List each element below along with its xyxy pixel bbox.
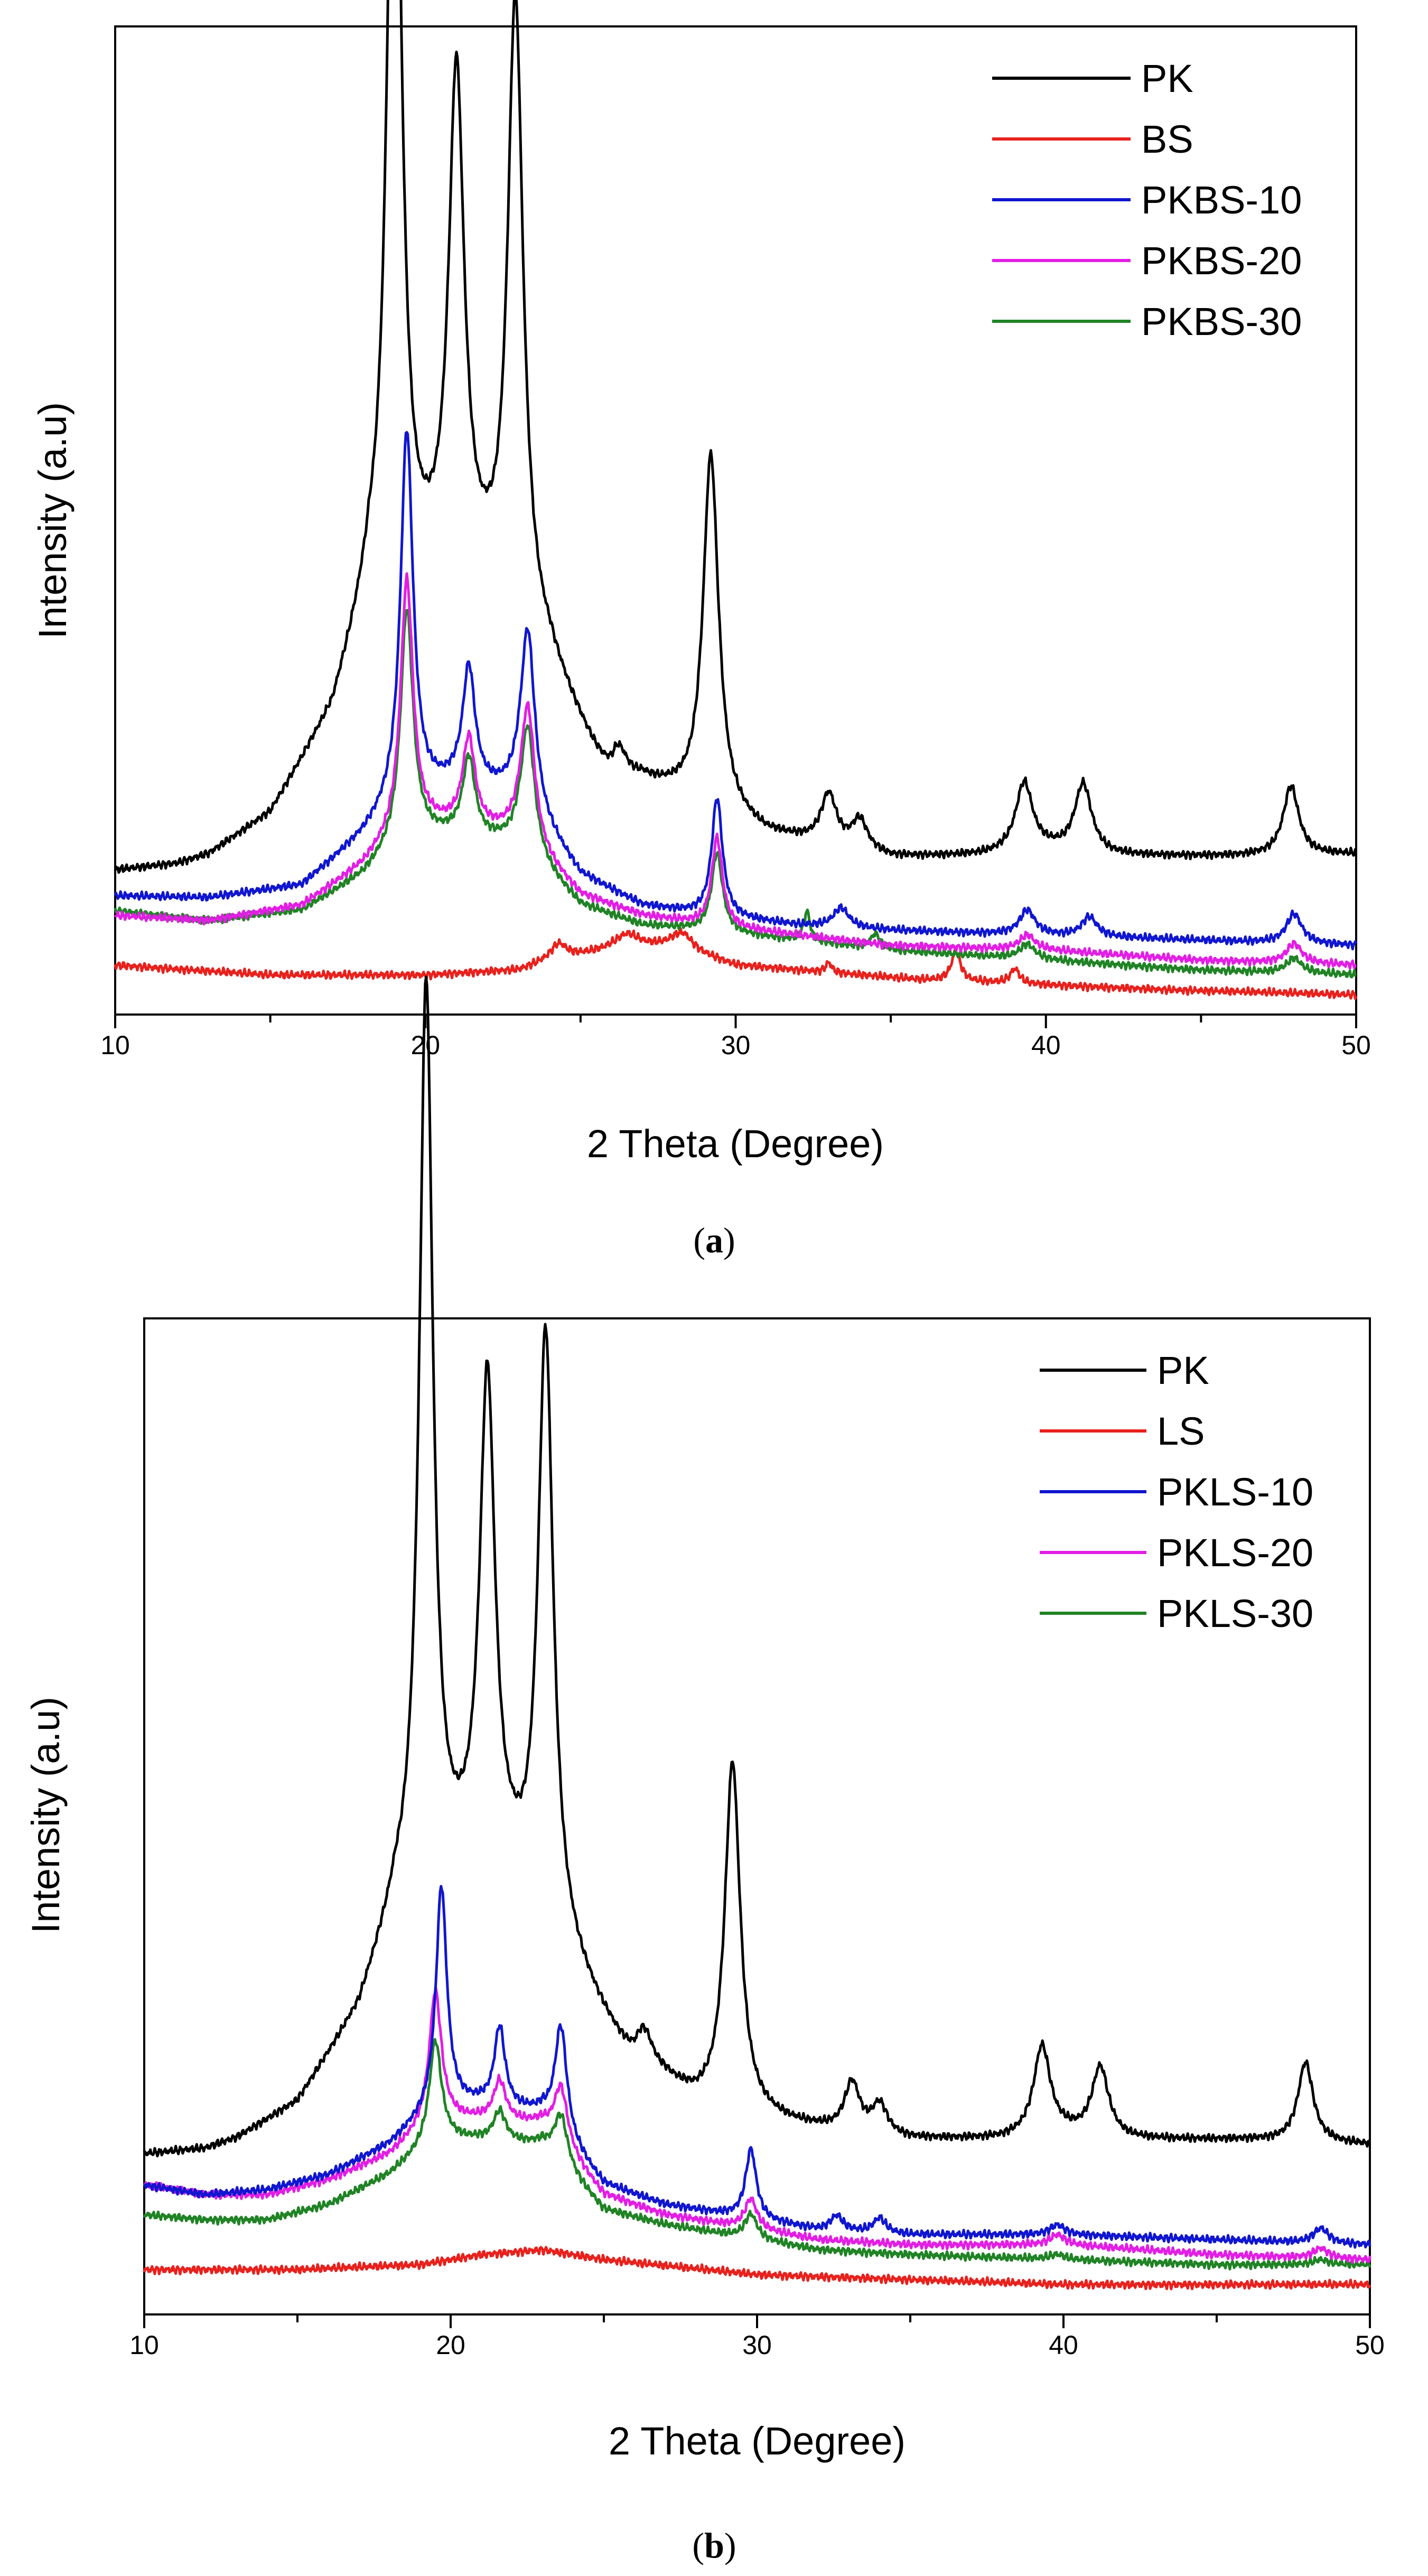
legend: PK BS PKBS-10 PKBS-20 PKBS-30 (992, 57, 1302, 343)
x-tick-label: 30 (742, 2330, 772, 2360)
x-axis-title: 2 Theta (Degree) (587, 1122, 884, 1166)
y-axis-title: Intensity (a.u) (31, 402, 74, 639)
series-line-pk (114, 0, 1358, 874)
series-line-pk (143, 975, 1371, 2157)
series-line-ls (143, 2246, 1371, 2291)
series-line-pkbs-10 (114, 431, 1358, 951)
legend-label-pkbs-10: PKBS-10 (1141, 178, 1302, 222)
panel-letter-a: a (705, 1220, 723, 1260)
legend: PK LS PKLS-10 PKLS-20 PKLS-30 (1040, 1349, 1313, 1635)
x-tick-label: 10 (129, 2330, 159, 2360)
legend-label-bs: BS (1141, 117, 1193, 161)
x-tick-label: 10 (100, 1030, 130, 1060)
legend-label-ls: LS (1157, 1409, 1205, 1453)
x-axis: 10 20 30 40 50 (100, 1015, 1371, 1060)
legend-label-pkbs-20: PKBS-20 (1141, 239, 1302, 283)
plot-frame (114, 25, 1357, 1016)
x-tick-label: 40 (1031, 1030, 1061, 1060)
legend-label-pkls-20: PKLS-20 (1157, 1531, 1313, 1575)
panel-letter-b: b (704, 2525, 724, 2565)
legend-label-pkbs-30: PKBS-30 (1141, 300, 1302, 343)
legend-label-pkls-30: PKLS-30 (1157, 1592, 1313, 1635)
y-axis-title: Intensity (a.u) (24, 1697, 68, 1933)
x-axis-title: 2 Theta (Degree) (609, 2419, 906, 2463)
series-line-bs (114, 927, 1358, 1000)
x-tick-label: 30 (721, 1030, 751, 1060)
x-tick-label: 50 (1341, 1030, 1371, 1060)
legend-label-pk: PK (1141, 57, 1193, 100)
chart-panel-a: 10 20 30 40 50 2 Theta (Degree) Intensity (a… (31, 0, 1371, 1260)
series-lines (114, 0, 1358, 1000)
panel-label-b: (b) (692, 2525, 736, 2565)
x-tick-label: 20 (436, 2330, 465, 2360)
legend-label-pk: PK (1157, 1349, 1209, 1392)
panel-label-a: (a) (693, 1220, 735, 1260)
legend-label-pkls-10: PKLS-10 (1157, 1470, 1313, 1514)
x-tick-label: 50 (1355, 2330, 1385, 2360)
series-line-pkbs-20 (114, 572, 1357, 970)
series-line-pkls-30 (143, 2038, 1371, 2271)
series-lines (143, 975, 1371, 2291)
chart-panel-b: 10 20 30 40 50 2 Theta (Degree) Intensity (a… (24, 975, 1385, 2565)
series-line-pkls-10 (143, 1885, 1371, 2249)
x-tick-label: 20 (410, 1030, 440, 1060)
x-tick-label: 40 (1049, 2330, 1078, 2360)
plot-frame (143, 1317, 1371, 2315)
series-line-pkls-20 (143, 1986, 1371, 2264)
x-axis: 10 20 30 40 50 (129, 2314, 1385, 2360)
